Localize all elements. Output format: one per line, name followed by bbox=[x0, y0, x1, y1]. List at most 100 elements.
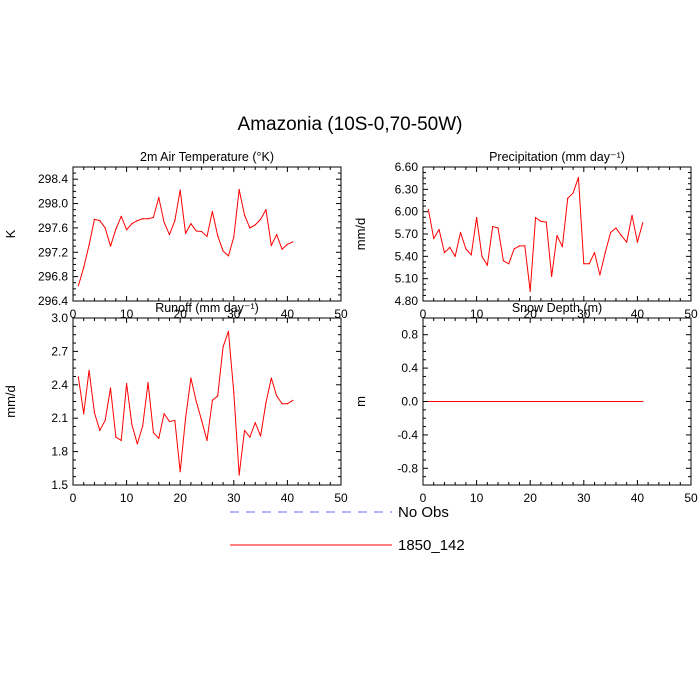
panel-title: Snow Depth (m) bbox=[512, 301, 602, 315]
panel-1: 2m Air Temperature (°K)K0 10 20 30 40 50296.4… bbox=[3, 150, 348, 321]
data-point bbox=[486, 264, 488, 266]
data-point bbox=[292, 241, 294, 243]
panel-title: Runoff (mm day⁻¹) bbox=[155, 301, 259, 315]
data-point bbox=[427, 208, 429, 211]
data-point bbox=[545, 221, 547, 223]
y-axis-label: mm/d bbox=[353, 218, 368, 251]
data-point bbox=[147, 218, 149, 220]
data-point bbox=[642, 222, 644, 224]
y-tick-label: 298.4 bbox=[38, 172, 68, 186]
data-point bbox=[254, 224, 256, 226]
data-point bbox=[577, 176, 580, 179]
data-point bbox=[497, 227, 499, 229]
data-point bbox=[281, 248, 283, 250]
data-point bbox=[567, 197, 569, 199]
data-point bbox=[152, 216, 154, 219]
data-point bbox=[131, 223, 133, 225]
data-point bbox=[620, 234, 622, 237]
data-point bbox=[201, 419, 203, 422]
data-point bbox=[158, 196, 160, 199]
y-tick-label: 6.60 bbox=[395, 160, 419, 174]
data-point bbox=[265, 402, 267, 404]
y-tick-label: 5.70 bbox=[395, 227, 419, 241]
y-axis-label: mm/d bbox=[3, 385, 18, 418]
data-point bbox=[115, 436, 117, 438]
data-point bbox=[126, 383, 128, 385]
panel-title: Precipitation (mm day⁻¹) bbox=[489, 150, 625, 164]
y-tick-label: 0.4 bbox=[401, 361, 418, 375]
data-point bbox=[88, 244, 90, 246]
data-point bbox=[195, 400, 197, 403]
data-point bbox=[201, 230, 203, 233]
data-point bbox=[217, 235, 219, 237]
data-point bbox=[233, 391, 235, 394]
data-point bbox=[642, 400, 644, 403]
data-point bbox=[529, 290, 531, 292]
data-point bbox=[142, 425, 144, 427]
data-point bbox=[249, 227, 251, 229]
x-tick-label: 50 bbox=[334, 491, 348, 505]
series-line-1850_142 bbox=[77, 189, 293, 286]
data-point bbox=[109, 245, 112, 247]
y-tick-label: 4.80 bbox=[395, 294, 419, 308]
data-point bbox=[168, 420, 171, 423]
data-point bbox=[438, 228, 440, 231]
data-point bbox=[254, 422, 256, 424]
data-point bbox=[190, 223, 192, 225]
panel-title: 2m Air Temperature (°K) bbox=[140, 150, 274, 164]
data-point bbox=[104, 419, 106, 422]
data-point bbox=[142, 218, 144, 220]
data-point bbox=[195, 230, 197, 232]
data-point bbox=[610, 231, 612, 234]
data-point bbox=[163, 221, 165, 224]
data-point bbox=[222, 250, 224, 252]
panels: 2m Air Temperature (°K) K 0 10 20 30 40 50 296.4… bbox=[3, 150, 698, 505]
data-point bbox=[449, 246, 451, 248]
data-point bbox=[93, 218, 96, 220]
panel-2: Precipitation (mm day⁻¹)mm/d0 10 20 30 40 504… bbox=[353, 150, 698, 321]
plot-frame bbox=[72, 317, 342, 486]
data-point bbox=[120, 215, 122, 217]
legend: No Obs 1850_142 bbox=[230, 504, 465, 554]
data-point bbox=[556, 234, 558, 237]
data-point bbox=[540, 220, 542, 222]
data-point bbox=[260, 218, 262, 220]
x-tick-label: 10 bbox=[470, 491, 484, 505]
data-point bbox=[206, 439, 208, 442]
y-tick-label: 298.0 bbox=[38, 197, 68, 211]
data-point bbox=[270, 244, 272, 247]
data-point bbox=[233, 236, 235, 238]
y-tick-label: -0.4 bbox=[397, 428, 418, 442]
data-point bbox=[249, 436, 251, 438]
data-point bbox=[184, 417, 187, 419]
data-point bbox=[292, 399, 294, 401]
data-point bbox=[599, 274, 601, 276]
legend-label-2: 1850_142 bbox=[398, 537, 465, 554]
data-point bbox=[83, 266, 85, 269]
y-tick-label: 2.7 bbox=[51, 344, 68, 358]
data-point bbox=[179, 471, 181, 473]
data-point bbox=[136, 443, 138, 445]
data-point bbox=[286, 403, 288, 405]
data-point bbox=[551, 275, 553, 278]
y-tick-label: 297.2 bbox=[38, 245, 68, 259]
data-point bbox=[99, 220, 101, 222]
data-point bbox=[508, 263, 510, 265]
y-tick-label: 296.8 bbox=[38, 270, 68, 284]
data-point bbox=[476, 217, 478, 219]
y-tick-label: 1.5 bbox=[51, 478, 68, 492]
data-point bbox=[588, 263, 590, 265]
y-tick-label: -0.8 bbox=[397, 461, 418, 475]
data-point bbox=[243, 429, 246, 432]
x-tick-label: 0 bbox=[420, 307, 427, 321]
data-point bbox=[217, 395, 219, 397]
data-point bbox=[93, 412, 96, 414]
data-point bbox=[270, 377, 272, 379]
y-tick-label: 3.0 bbox=[51, 311, 68, 325]
plot-frame bbox=[422, 166, 692, 302]
data-point bbox=[636, 241, 639, 243]
data-point bbox=[190, 377, 192, 379]
data-point bbox=[502, 260, 504, 262]
data-point bbox=[631, 214, 633, 216]
data-point bbox=[454, 255, 456, 257]
